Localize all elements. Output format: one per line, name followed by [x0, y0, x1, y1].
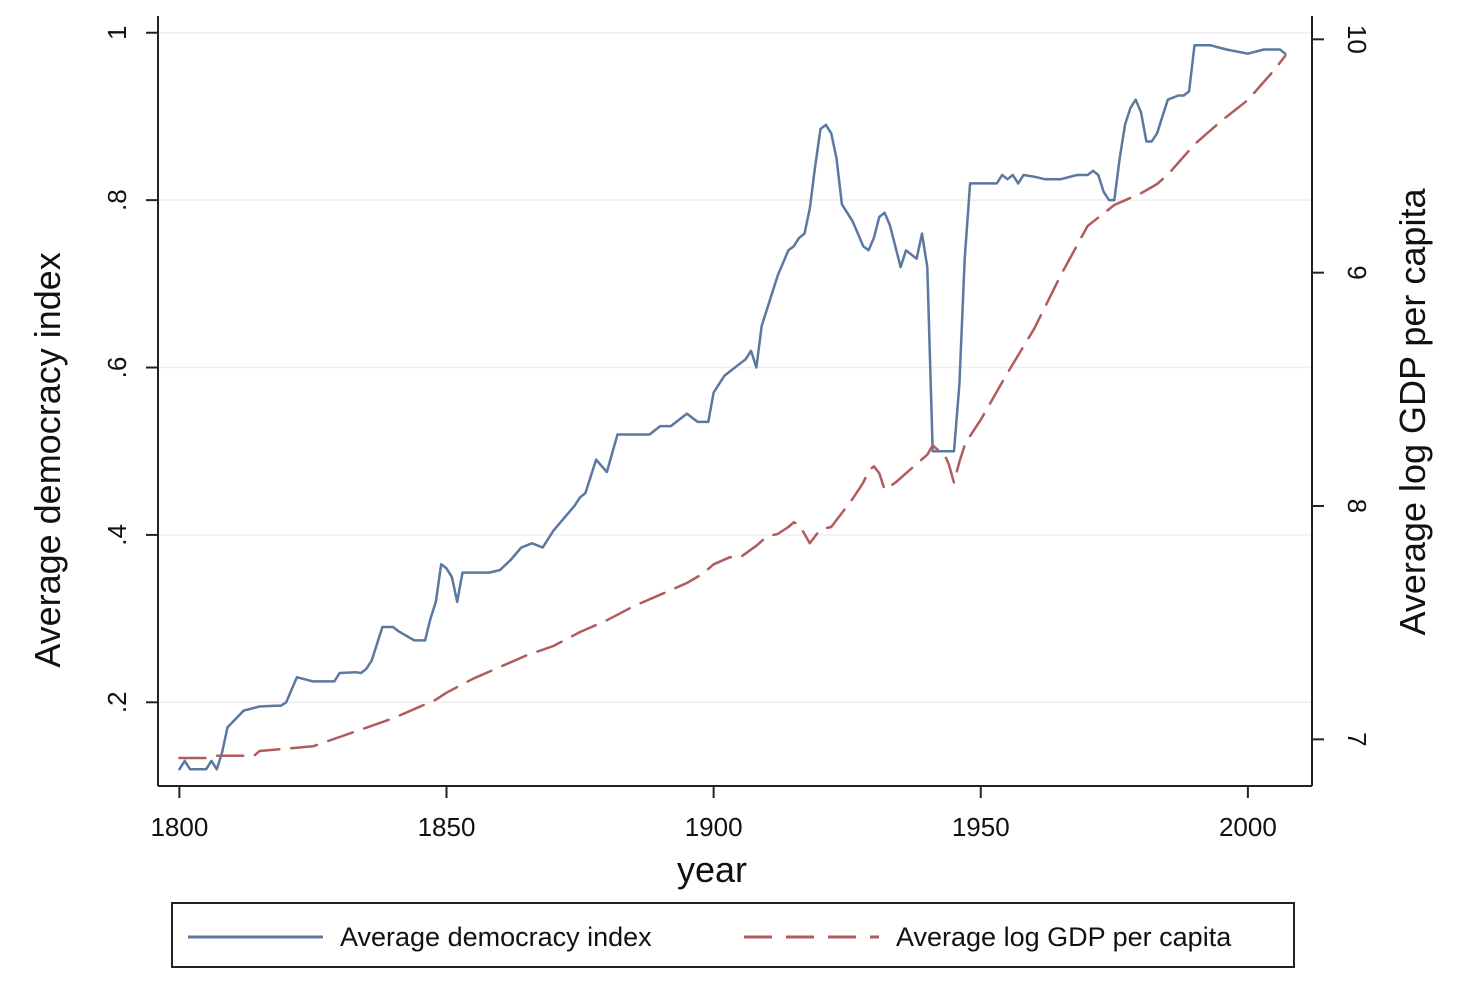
- x-axis-title: year: [677, 849, 747, 890]
- legend-label-democracy: Average democracy index: [340, 922, 652, 952]
- axes: [157, 16, 1313, 787]
- x-tick-label-4: 2000: [1219, 812, 1277, 842]
- x-tick-label-2: 1900: [685, 812, 743, 842]
- y-left-tick-label-2: .6: [102, 357, 132, 379]
- x-tick-label-3: 1950: [952, 812, 1010, 842]
- y-left-axis-title: Average democracy index: [27, 252, 68, 668]
- legend-label-gdp: Average log GDP per capita: [896, 922, 1232, 952]
- x-tick-label-0: 1800: [150, 812, 208, 842]
- y-right-tick-label-0: 7: [1342, 732, 1372, 746]
- y-right-ticks: 7 8 9 10: [1312, 25, 1372, 747]
- legend: Average democracy index Average log GDP …: [171, 902, 1295, 968]
- x-tick-label-1: 1850: [418, 812, 476, 842]
- y-left-tick-label-1: .4: [102, 524, 132, 546]
- y-left-tick-label-3: .8: [102, 189, 132, 211]
- series-line-gdp: [178, 54, 1287, 760]
- y-right-tick-label-2: 9: [1342, 265, 1372, 279]
- y-right-axis-title: Average log GDP per capita: [1392, 188, 1433, 636]
- plot-lines: [178, 44, 1287, 771]
- y-left-tick-label-4: 1: [102, 26, 132, 40]
- y-right-tick-label-1: 8: [1342, 499, 1372, 513]
- y-left-ticks: .2 .4 .6 .8 1: [102, 26, 158, 713]
- y-right-tick-label-3: 10: [1342, 25, 1372, 54]
- x-ticks: 1800 1850 1900 1950 2000: [150, 786, 1277, 842]
- y-left-tick-label-0: .2: [102, 691, 132, 713]
- series-line-democracy: [178, 44, 1287, 771]
- legend-box: [171, 902, 1295, 968]
